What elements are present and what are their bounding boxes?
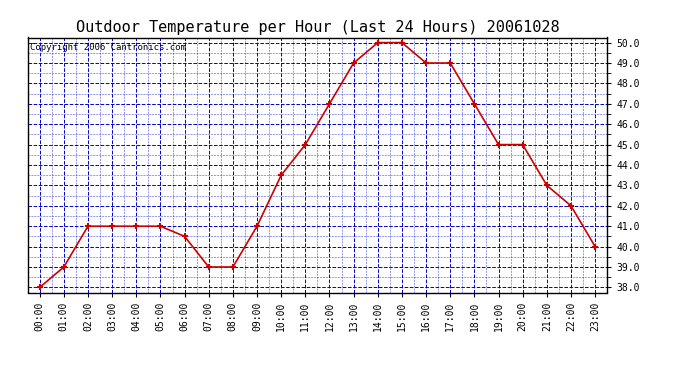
- Text: Copyright 2006 Cantronics.com: Copyright 2006 Cantronics.com: [30, 43, 186, 52]
- Title: Outdoor Temperature per Hour (Last 24 Hours) 20061028: Outdoor Temperature per Hour (Last 24 Ho…: [76, 20, 559, 35]
